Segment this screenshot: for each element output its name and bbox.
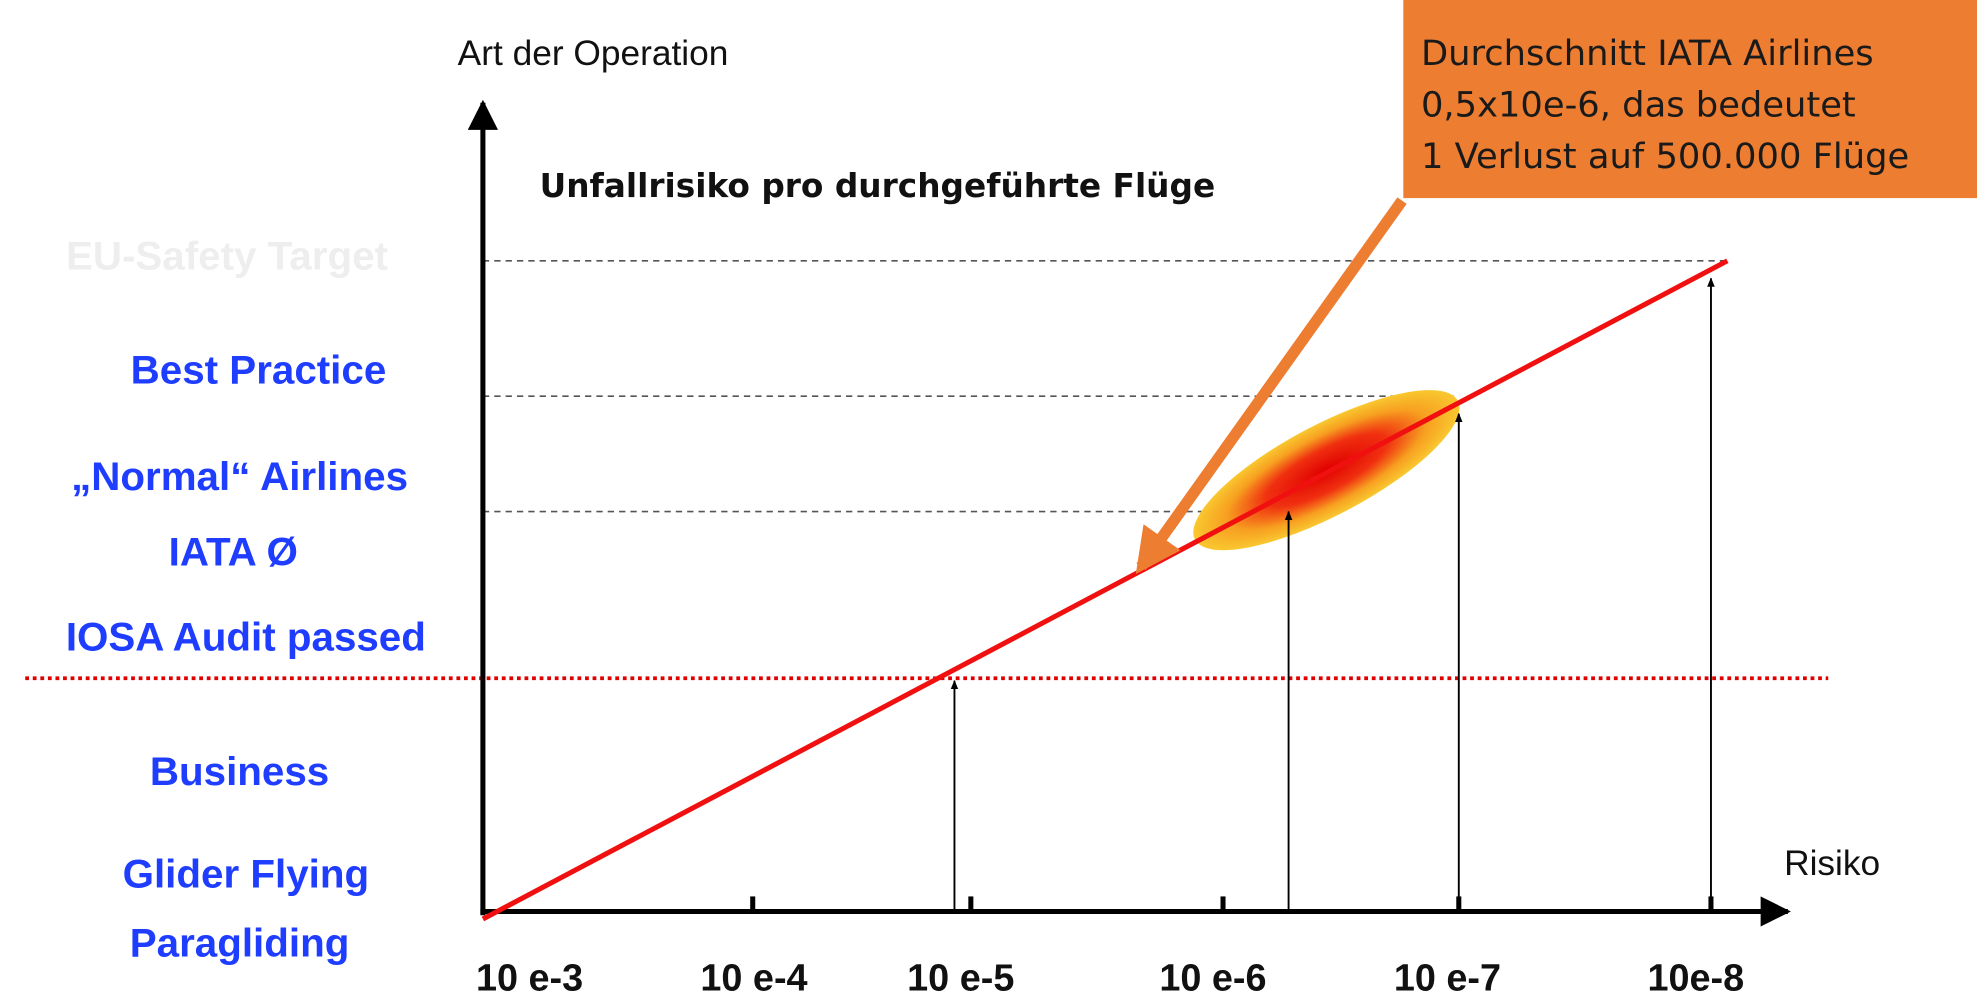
x-tick-label: 10 e-7 xyxy=(1394,957,1501,999)
risk-line xyxy=(481,258,1729,922)
operation-type: IOSA Audit passed xyxy=(66,615,426,660)
x-tick-label: 10 e-3 xyxy=(476,957,583,999)
risk-arrows xyxy=(950,277,1715,912)
callout-line: Durchschnitt IATA Airlines xyxy=(1421,33,1874,74)
callout-line: 1 Verlust auf 500.000 Flüge xyxy=(1421,136,1909,177)
y-axis-label: Art der Operation xyxy=(458,34,729,73)
title: Unfallrisiko pro durchgeführte Flüge xyxy=(540,167,1216,205)
operation-type: Business xyxy=(150,749,329,794)
x-tick-label: 10e-8 xyxy=(1647,957,1744,999)
operation-type: „Normal“ Airlines xyxy=(71,454,408,499)
guides xyxy=(482,259,1728,513)
operation-type: Paragliding xyxy=(130,921,350,966)
operation-type: Best Practice xyxy=(131,348,387,393)
callout-arrow xyxy=(1135,197,1407,575)
x-tick-label: 10 e-6 xyxy=(1159,957,1266,999)
x-tick-label: 10 e-4 xyxy=(700,957,807,999)
faded-label: EU-Safety Target xyxy=(66,234,388,279)
operation-type: IATA Ø xyxy=(169,530,298,575)
operation-type: Glider Flying xyxy=(123,852,370,897)
x-tick-label: 10 e-5 xyxy=(907,957,1014,999)
callout-line: 0,5x10e-6, das bedeutet xyxy=(1421,85,1856,126)
callout-box xyxy=(1403,0,1977,199)
x-axis-label: Risiko xyxy=(1784,844,1880,883)
